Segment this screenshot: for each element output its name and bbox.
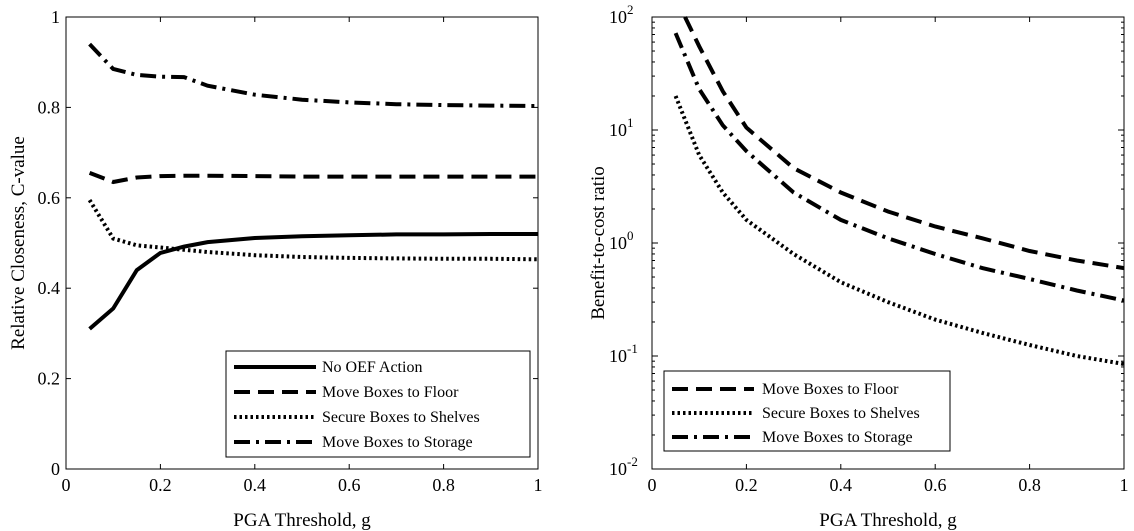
series-line-dashdot <box>673 32 1125 303</box>
series-line-dashdot <box>88 42 539 108</box>
x-tick-label: 0.4 <box>244 475 267 495</box>
x-tick-label: 0.8 <box>432 475 455 495</box>
series-line-solid <box>88 232 538 331</box>
legend-label: No OEF Action <box>322 359 422 376</box>
y-axis-label-right: Benefit-to-cost ratio <box>588 166 609 320</box>
series-line-dotted <box>87 199 539 262</box>
x-tick-label: 0.2 <box>735 475 758 495</box>
plot-frame-left <box>65 16 539 470</box>
x-tick-label: 0 <box>648 475 657 495</box>
series-line-dashed <box>88 171 538 185</box>
legend-label: Move Boxes to Floor <box>762 381 899 398</box>
legend-right: Move Boxes to Floor Secure Boxes to Shelv… <box>663 370 951 452</box>
y-tick-label: 0.6 <box>38 188 61 208</box>
series-line-dashed <box>683 16 1125 271</box>
x-tick-label: 0.2 <box>149 475 172 495</box>
legend-label: Move Boxes to Storage <box>322 434 473 451</box>
y-tick-label: 0 <box>51 459 60 479</box>
ticks-left: 0 0.2 0.4 0.6 0.8 1 0 0.2 0.4 0.6 0.8 1 <box>38 7 543 495</box>
legend-label: Secure Boxes to Shelves <box>322 409 480 426</box>
y-tick-label: 102 <box>609 2 634 27</box>
series-lines-right <box>673 16 1125 366</box>
y-axis-label-left: Relative Closeness, C-value <box>8 136 29 350</box>
x-tick-label: 0.8 <box>1018 475 1041 495</box>
legend-label: Move Boxes to Storage <box>762 429 913 446</box>
x-tick-label: 0 <box>62 475 71 495</box>
x-tick-label: 0.6 <box>338 475 361 495</box>
y-tick-label: 0.2 <box>38 369 61 389</box>
y-tick-label: 100 <box>609 228 634 253</box>
x-tick-label: 0.4 <box>830 475 853 495</box>
x-tick-label: 1 <box>534 475 543 495</box>
y-tick-label: 1 <box>51 7 60 27</box>
y-tick-label: 10-1 <box>609 341 638 366</box>
y-tick-label: 101 <box>609 115 634 140</box>
x-tick-label: 1 <box>1120 475 1129 495</box>
y-tick-label: 0.8 <box>38 97 61 117</box>
legend-label: Move Boxes to Floor <box>322 384 459 401</box>
x-tick-label: 0.6 <box>924 475 947 495</box>
x-axis-label-right: PGA Threshold, g <box>819 510 957 531</box>
chart-left: 0 0.2 0.4 0.6 0.8 1 0 0.2 0.4 0.6 0.8 1 PGA Thresho… <box>8 7 543 531</box>
legend-label: Secure Boxes to Shelves <box>762 405 920 422</box>
legend-left: No OEF Action Move Boxes to Floor Secure B… <box>225 350 531 458</box>
series-lines-left <box>87 42 539 331</box>
x-axis-label-left: PGA Threshold, g <box>233 510 371 531</box>
series-line-dotted <box>673 95 1125 366</box>
y-tick-label: 0.4 <box>38 278 61 298</box>
chart-right: 0 0.2 0.4 0.6 0.8 1 10-2 10-1 100 101 102 PGA Thre… <box>588 2 1129 531</box>
y-tick-label: 10-2 <box>609 454 638 479</box>
